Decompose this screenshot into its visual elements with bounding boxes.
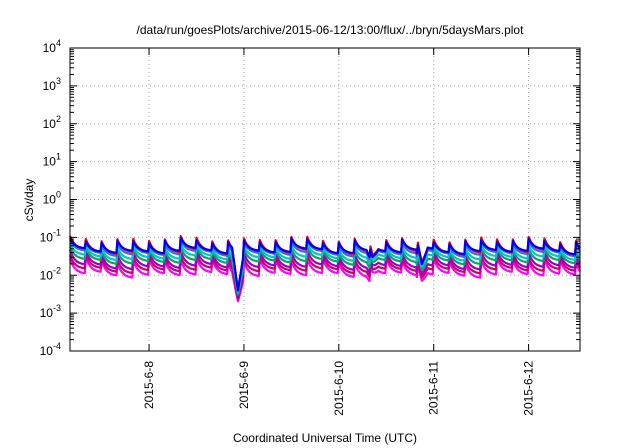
y-tick-label: 101 (43, 152, 61, 169)
y-axis: 10-4 10-3 10-2 10-1 100 101 102 103 104 (40, 38, 580, 358)
y-tick-label: 10-2 (40, 265, 61, 282)
y-tick-label: 10-3 (40, 303, 61, 320)
grid (70, 48, 580, 351)
x-axis: 2015-6-8 2015-6-9 2015-6-10 2015-6-11 2015-6… (142, 48, 536, 416)
series-line-2 (68, 253, 581, 301)
series-line-3 (68, 248, 581, 299)
x-tick-label: 2015-6-9 (237, 361, 251, 409)
y-tick-label: 10-4 (40, 341, 61, 358)
y-axis-label: cSv/day (22, 179, 36, 222)
x-tick-label: 2015-6-8 (142, 361, 156, 409)
x-tick-label: 2015-6-12 (522, 361, 536, 416)
x-tick-label: 2015-6-10 (332, 361, 346, 416)
series-line-5 (68, 242, 581, 294)
x-axis-label: Coordinated Universal Time (UTC) (233, 431, 417, 445)
chart-title: /data/run/goesPlots/archive/2015-06-12/1… (137, 23, 525, 37)
y-tick-label: 10-1 (40, 227, 61, 244)
y-tick-label: 104 (43, 38, 61, 55)
series-group (68, 234, 581, 303)
y-tick-label: 103 (43, 76, 61, 93)
y-tick-label: 102 (43, 114, 61, 131)
x-tick-label: 2015-6-11 (427, 361, 441, 415)
series-line-4 (68, 245, 581, 296)
y-tick-label: 100 (43, 190, 61, 207)
series-line-1 (68, 256, 581, 303)
series-line-8 (69, 236, 581, 292)
